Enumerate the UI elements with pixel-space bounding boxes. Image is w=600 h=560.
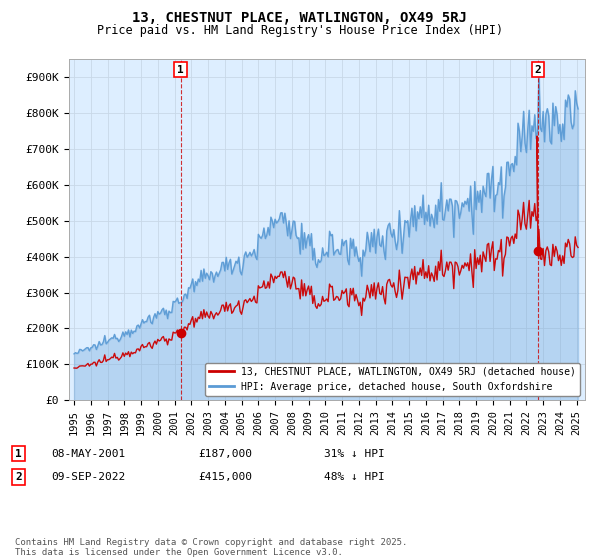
Text: 09-SEP-2022: 09-SEP-2022	[51, 472, 125, 482]
Text: Contains HM Land Registry data © Crown copyright and database right 2025.
This d: Contains HM Land Registry data © Crown c…	[15, 538, 407, 557]
Text: 2: 2	[535, 64, 541, 74]
Text: £187,000: £187,000	[198, 449, 252, 459]
Legend: 13, CHESTNUT PLACE, WATLINGTON, OX49 5RJ (detached house), HPI: Average price, d: 13, CHESTNUT PLACE, WATLINGTON, OX49 5RJ…	[205, 363, 580, 395]
Text: 1: 1	[15, 449, 22, 459]
Text: 08-MAY-2001: 08-MAY-2001	[51, 449, 125, 459]
Text: £415,000: £415,000	[198, 472, 252, 482]
Text: 13, CHESTNUT PLACE, WATLINGTON, OX49 5RJ: 13, CHESTNUT PLACE, WATLINGTON, OX49 5RJ	[133, 11, 467, 25]
Text: 2: 2	[15, 472, 22, 482]
Text: 1: 1	[177, 64, 184, 74]
Text: 31% ↓ HPI: 31% ↓ HPI	[324, 449, 385, 459]
Text: Price paid vs. HM Land Registry's House Price Index (HPI): Price paid vs. HM Land Registry's House …	[97, 24, 503, 37]
Text: 48% ↓ HPI: 48% ↓ HPI	[324, 472, 385, 482]
